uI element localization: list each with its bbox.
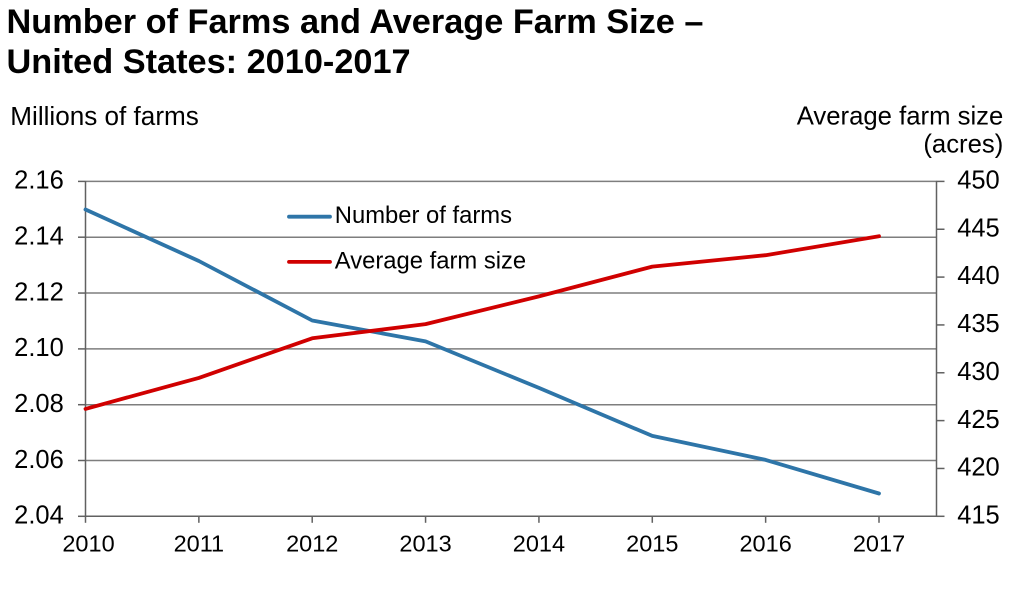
svg-text:415: 415 — [957, 502, 1000, 530]
svg-text:440: 440 — [957, 262, 1000, 290]
svg-text:United States: 2010-2017: United States: 2010-2017 — [7, 43, 411, 81]
svg-text:2016: 2016 — [739, 531, 791, 557]
svg-text:2.04: 2.04 — [14, 502, 64, 530]
svg-text:2.14: 2.14 — [14, 223, 64, 251]
svg-text:450: 450 — [957, 167, 1000, 195]
svg-text:2014: 2014 — [513, 531, 565, 557]
svg-text:2015: 2015 — [626, 531, 678, 557]
svg-text:2.10: 2.10 — [14, 334, 64, 362]
svg-text:2017: 2017 — [853, 531, 905, 557]
svg-text:2.08: 2.08 — [14, 390, 64, 418]
svg-text:2010: 2010 — [62, 531, 114, 557]
svg-text:Number of farms: Number of farms — [335, 202, 512, 229]
svg-text:420: 420 — [957, 454, 1000, 482]
svg-text:2.16: 2.16 — [14, 167, 64, 195]
svg-text:2013: 2013 — [399, 531, 451, 557]
svg-text:445: 445 — [957, 214, 1000, 242]
svg-text:Average farm size: Average farm size — [797, 103, 1004, 131]
svg-text:Average farm size: Average farm size — [335, 247, 526, 274]
svg-text:2.12: 2.12 — [14, 278, 64, 306]
svg-text:425: 425 — [957, 406, 1000, 434]
svg-text:2011: 2011 — [174, 531, 225, 557]
svg-text:435: 435 — [957, 310, 1000, 338]
svg-text:Number of Farms and Average Fa: Number of Farms and Average Farm Size – — [7, 3, 704, 41]
svg-text:430: 430 — [957, 358, 1000, 386]
svg-text:Millions of farms: Millions of farms — [10, 101, 199, 131]
svg-text:(acres): (acres) — [923, 131, 1003, 159]
svg-text:2012: 2012 — [286, 531, 338, 557]
svg-text:2.06: 2.06 — [14, 446, 64, 474]
